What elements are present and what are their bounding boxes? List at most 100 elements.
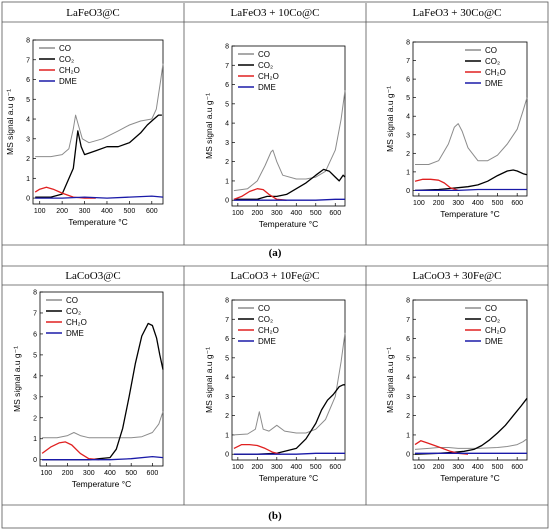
y-axis-label: MS signal a.u g⁻¹ <box>385 86 395 152</box>
y-tick-label: 3 <box>406 394 410 401</box>
series-line <box>233 188 287 201</box>
legend-label: CO₂ <box>485 315 500 324</box>
legend-label: CH₂O <box>258 326 279 335</box>
y-tick-label: 6 <box>33 331 37 338</box>
plot-area <box>231 45 346 207</box>
x-tick-label: 300 <box>452 464 464 471</box>
y-tick-label: 8 <box>406 40 410 47</box>
series-line <box>233 90 346 192</box>
y-tick-label: 0 <box>33 457 37 464</box>
y-tick-label: 4 <box>26 117 30 124</box>
plot-area <box>32 39 164 205</box>
x-tick-label: 300 <box>452 200 464 207</box>
y-axis-label: MS signal a.u g⁻¹ <box>385 347 395 413</box>
y-tick-label: 7 <box>406 317 410 324</box>
x-tick-label: 500 <box>310 210 322 217</box>
legend-label: DME <box>258 83 276 92</box>
legend-label: DME <box>485 79 503 88</box>
y-tick-label: 4 <box>225 375 229 382</box>
y-tick-label: 5 <box>406 95 410 102</box>
legend-label: CO <box>258 50 270 59</box>
y-tick-label: 1 <box>33 436 37 443</box>
y-tick-label: 8 <box>225 298 229 305</box>
legend-label: DME <box>258 337 276 346</box>
x-tick-label: 500 <box>310 464 322 471</box>
x-tick-label: 600 <box>511 464 523 471</box>
chart-panel: LaFeO3@C 0 1 2 3 4 5 6 7 8 100 200 300 400 500 600 Tempe… <box>5 7 164 227</box>
y-tick-label: 2 <box>26 156 30 163</box>
x-axis-label: Temperature °C <box>440 473 500 483</box>
y-axis-label: MS signal a.u g⁻¹ <box>5 89 15 155</box>
y-tick-label: 4 <box>406 375 410 382</box>
x-tick-label: 100 <box>34 208 46 215</box>
legend-label: CO <box>258 304 270 313</box>
y-tick-label: 4 <box>406 114 410 121</box>
x-tick-label: 400 <box>290 210 302 217</box>
y-axis-label: MS signal a.u g⁻¹ <box>12 346 22 412</box>
chart-title: LaFeO3 + 10Co@C <box>230 7 319 19</box>
x-tick-label: 200 <box>251 464 263 471</box>
y-tick-label: 6 <box>26 77 30 84</box>
legend-label: DME <box>59 77 77 86</box>
y-tick-label: 6 <box>406 336 410 343</box>
y-tick-label: 3 <box>406 132 410 139</box>
series-line <box>233 168 346 200</box>
x-tick-label: 600 <box>329 464 341 471</box>
x-tick-label: 500 <box>492 200 504 207</box>
x-tick-label: 500 <box>125 470 137 477</box>
chart-panel: LaFeO3 + 30Co@C 0 1 2 3 4 5 6 7 8 100 200 300 400 500 6… <box>385 7 528 219</box>
x-tick-label: 100 <box>413 464 425 471</box>
legend-label: CO <box>59 44 71 53</box>
x-axis-label: Temperature °C <box>259 473 319 483</box>
x-tick-label: 500 <box>124 208 136 215</box>
y-tick-label: 3 <box>26 136 30 143</box>
x-tick-label: 400 <box>290 464 302 471</box>
y-tick-label: 7 <box>33 310 37 317</box>
y-tick-label: 2 <box>225 159 229 166</box>
series-line <box>414 178 459 192</box>
y-tick-label: 6 <box>225 82 229 89</box>
y-tick-label: 7 <box>225 317 229 324</box>
legend-label: CO <box>66 296 78 305</box>
plot-area <box>39 291 164 467</box>
y-tick-label: 1 <box>225 432 229 439</box>
y-tick-label: 5 <box>225 355 229 362</box>
x-tick-label: 100 <box>232 210 244 217</box>
chart-title: LaCoO3 + 30Fe@C <box>412 270 501 282</box>
y-tick-label: 6 <box>406 77 410 84</box>
chart-panel: LaCoO3@C 0 1 2 3 4 5 6 7 8 100 200 300 400 500 600 Tempe… <box>12 270 164 489</box>
x-tick-label: 300 <box>271 464 283 471</box>
x-tick-label: 100 <box>41 470 53 477</box>
y-tick-label: 8 <box>406 298 410 305</box>
chart-title: LaCoO3@C <box>65 270 120 282</box>
legend-label: DME <box>66 329 84 338</box>
x-tick-label: 400 <box>472 200 484 207</box>
series-line <box>414 169 528 192</box>
y-tick-label: 5 <box>225 101 229 108</box>
y-tick-label: 8 <box>26 38 30 45</box>
x-tick-label: 600 <box>511 200 523 207</box>
x-tick-label: 400 <box>101 208 113 215</box>
y-tick-label: 6 <box>225 336 229 343</box>
series-line <box>34 186 96 199</box>
y-tick-label: 2 <box>406 151 410 158</box>
x-tick-label: 100 <box>413 200 425 207</box>
chart-panel: LaFeO3 + 10Co@C 0 1 2 3 4 5 6 7 8 100 200 300 400 500 6… <box>204 7 346 229</box>
x-tick-label: 600 <box>146 208 158 215</box>
series-line <box>233 443 281 455</box>
series-line <box>35 63 164 158</box>
y-axis-label: MS signal a.u g⁻¹ <box>204 347 214 413</box>
x-tick-label: 500 <box>492 464 504 471</box>
y-tick-label: 7 <box>406 58 410 65</box>
y-tick-label: 0 <box>406 188 410 195</box>
chart-title: LaCoO3 + 10Fe@C <box>230 270 319 282</box>
legend-label: CO₂ <box>66 307 81 316</box>
x-tick-label: 100 <box>232 464 244 471</box>
series-line <box>42 455 164 461</box>
y-tick-label: 4 <box>33 373 37 380</box>
y-tick-label: 5 <box>406 355 410 362</box>
legend-label: CH₂O <box>258 72 279 81</box>
x-tick-label: 300 <box>271 210 283 217</box>
